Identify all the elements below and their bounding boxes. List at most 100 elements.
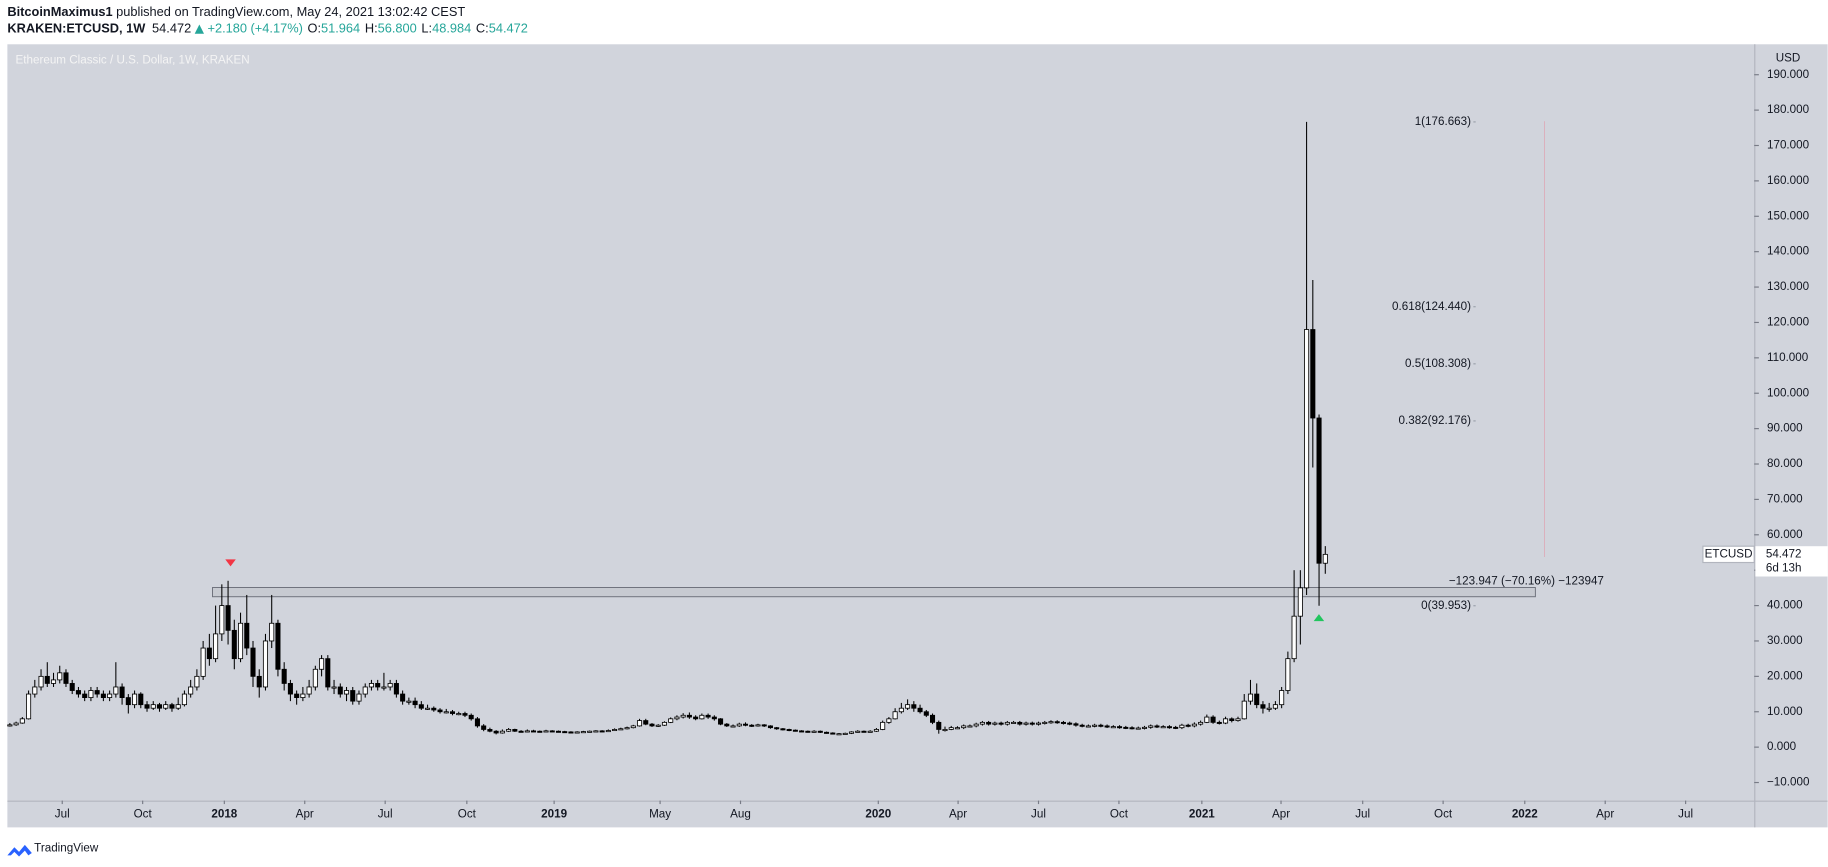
candle-body xyxy=(1048,721,1054,724)
candle-body xyxy=(961,725,967,729)
candle-body xyxy=(767,725,773,729)
candle-body xyxy=(911,704,917,709)
candle-body xyxy=(905,704,911,709)
candle-body xyxy=(568,731,574,734)
fib-label: 1(176.663) xyxy=(1415,115,1471,128)
candle-body xyxy=(269,622,275,642)
candle-body xyxy=(194,675,200,688)
candle-body xyxy=(805,730,811,733)
candle-body xyxy=(636,720,643,727)
candle-body xyxy=(693,716,699,720)
candle-body xyxy=(431,707,437,711)
candle-body xyxy=(574,731,580,734)
y-tick-label: −10.000 xyxy=(1767,776,1810,789)
candle-body xyxy=(456,713,462,716)
x-tick-label: 2019 xyxy=(541,808,567,821)
candle-body xyxy=(1223,718,1229,724)
candle-body xyxy=(686,714,692,718)
candle-body xyxy=(50,679,57,684)
candle-body xyxy=(287,683,293,695)
candle-body xyxy=(331,686,337,689)
ohlc-value: 48.984 xyxy=(432,21,471,36)
candle-body xyxy=(26,693,32,720)
candle-body xyxy=(1241,700,1247,720)
candle-body xyxy=(150,704,156,709)
candle-body xyxy=(393,683,399,695)
plot: −10.0000.00010.00020.00030.00040.00050.0… xyxy=(7,68,1828,821)
candle-body xyxy=(1310,329,1316,419)
candle-body xyxy=(1216,721,1222,724)
x-tick-label: Apr xyxy=(949,808,967,821)
candle-body xyxy=(824,731,830,734)
candle-body xyxy=(1129,727,1135,730)
candle-body xyxy=(936,721,942,730)
candle-body xyxy=(175,704,181,709)
y-tick-label: 20.000 xyxy=(1767,669,1803,682)
published: published on TradingView.com, May 24, 20… xyxy=(116,4,465,19)
candle-body xyxy=(38,675,44,688)
x-tick-label: 2021 xyxy=(1189,808,1215,821)
y-tick-label: 140.000 xyxy=(1767,245,1810,258)
ohlc-label: C: xyxy=(476,21,489,36)
fib-label: 0(39.953) xyxy=(1421,599,1471,612)
candle-body xyxy=(786,729,792,732)
candle-body xyxy=(1141,726,1148,729)
candle-body xyxy=(225,605,231,631)
author: BitcoinMaximus1 xyxy=(7,4,112,19)
y-tick-label: 30.000 xyxy=(1767,634,1803,647)
candle-body xyxy=(125,697,131,706)
x-tick-label: Jul xyxy=(1678,808,1693,821)
candle-body xyxy=(262,640,269,688)
candle-body xyxy=(555,730,562,733)
candle-body xyxy=(1204,716,1210,723)
x-tick-label: 2022 xyxy=(1512,808,1538,821)
candle-body xyxy=(181,693,187,706)
candle-body xyxy=(512,729,518,732)
price-symbol-box xyxy=(1702,545,1755,564)
candle-body xyxy=(886,718,892,723)
candle-body xyxy=(562,731,568,734)
candle-body xyxy=(780,728,786,731)
candle-body xyxy=(32,686,38,695)
candle-body xyxy=(774,727,780,730)
candle-body xyxy=(156,704,163,709)
candle-body xyxy=(761,724,767,727)
candle-body xyxy=(711,716,717,720)
y-tick-label: 80.000 xyxy=(1767,457,1803,470)
candle-body xyxy=(1110,726,1116,729)
tradingview-logo xyxy=(7,844,32,857)
candle-body xyxy=(861,730,867,733)
candle-body xyxy=(892,711,898,720)
candle-body xyxy=(518,730,524,733)
candle-body xyxy=(275,622,281,670)
candle-body xyxy=(799,730,805,733)
candle-body xyxy=(213,633,219,660)
candle-body xyxy=(979,721,985,725)
candle-body xyxy=(375,683,381,688)
candle-body xyxy=(356,693,362,702)
candle-body xyxy=(948,727,954,730)
candle-body xyxy=(930,714,936,723)
x-tick-label: Apr xyxy=(1272,808,1290,821)
footer-brand: TradingView xyxy=(34,841,99,854)
candle-body xyxy=(474,718,480,727)
candle-body xyxy=(493,730,499,734)
x-tick-label: May xyxy=(649,808,671,821)
candle-body xyxy=(973,723,979,727)
candle-body xyxy=(736,723,742,727)
candle-body xyxy=(144,704,150,709)
candle-body xyxy=(138,693,144,706)
candle-body xyxy=(169,704,175,709)
y-tick-label: 170.000 xyxy=(1767,139,1810,152)
candle-body xyxy=(549,730,555,733)
candle-body xyxy=(1279,690,1285,706)
candle-body xyxy=(387,683,393,688)
y-tick-label: 110.000 xyxy=(1767,351,1809,364)
y-tick-label: 10.000 xyxy=(1767,705,1803,718)
candle-body xyxy=(873,729,879,732)
candle-body xyxy=(337,686,343,695)
x-tick-label: 2020 xyxy=(865,808,891,821)
candle-body xyxy=(82,693,88,698)
candle-body xyxy=(655,724,661,727)
